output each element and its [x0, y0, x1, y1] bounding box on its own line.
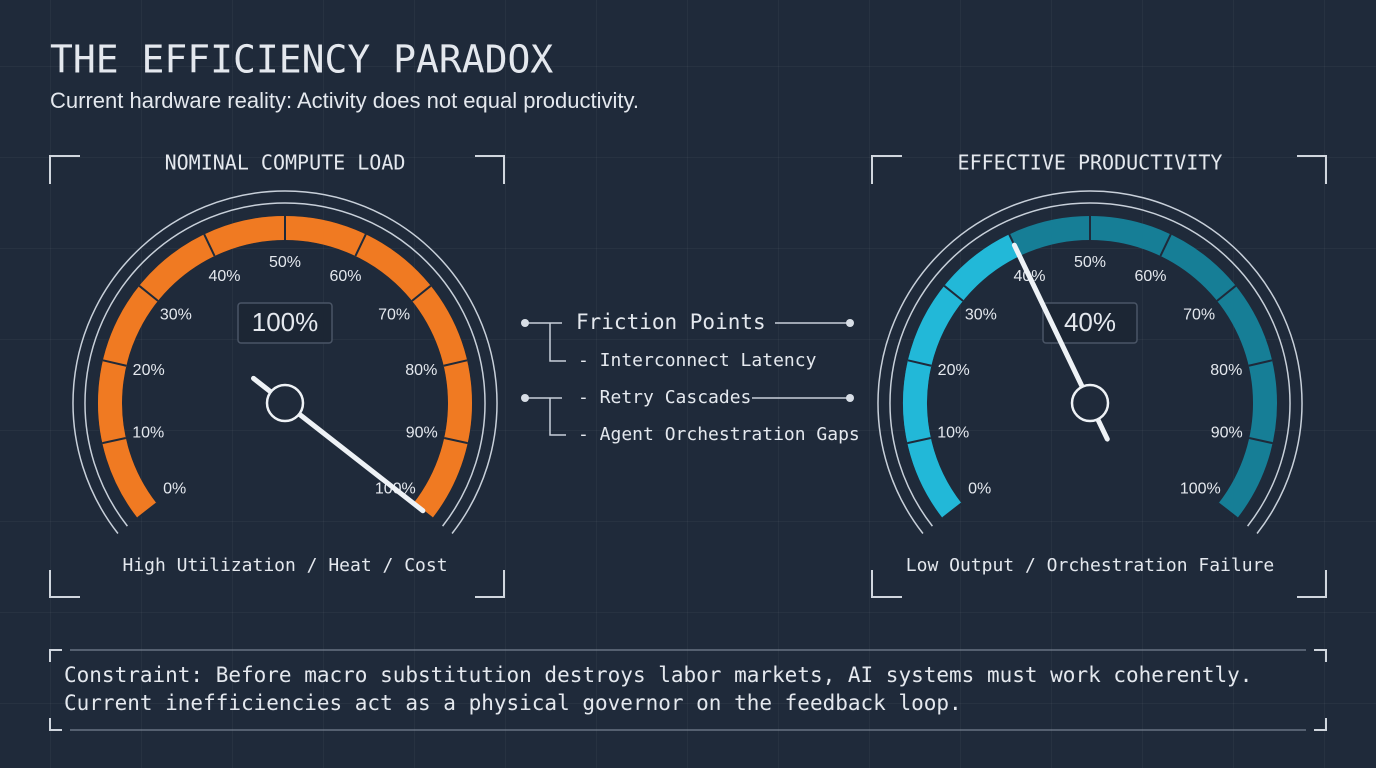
value-label: 40% [1064, 307, 1116, 337]
gauge-title: NOMINAL COMPUTE LOAD [165, 151, 406, 175]
tick-mark [907, 359, 932, 367]
outer-arc [84, 202, 486, 527]
tick-label: 90% [406, 424, 438, 441]
value-box [1042, 302, 1138, 344]
tick-mark [1248, 437, 1273, 445]
title: THE EFFICIENCY PARADOX [50, 38, 553, 82]
tick-mark [1248, 359, 1273, 367]
tick-mark [443, 359, 468, 367]
friction-item: - Interconnect Latency [578, 350, 817, 371]
needle-hub [265, 383, 305, 423]
tick-label: 40% [208, 268, 240, 285]
tick-label: 50% [269, 254, 301, 271]
frame [871, 155, 1327, 598]
constraint-line: Current inefficiencies act as a physical… [64, 691, 962, 715]
tick-label: 0% [968, 480, 991, 497]
tick-label: 70% [1183, 306, 1215, 323]
tick-mark [411, 285, 432, 302]
friction-item: - Agent Orchestration Gaps [578, 424, 860, 445]
tick-mark [102, 437, 127, 445]
friction-connectors [525, 322, 850, 436]
tick-label: 30% [160, 306, 192, 323]
tick-mark [1216, 285, 1237, 302]
tick-label: 60% [1134, 268, 1166, 285]
tick-mark [443, 437, 468, 445]
value-box [237, 302, 333, 344]
tick-label: 20% [133, 362, 165, 379]
tick-mark [1217, 502, 1238, 519]
tick-mark [102, 359, 127, 367]
friction-dots [521, 319, 854, 402]
gauge-caption: High Utilization / Heat / Cost [122, 555, 447, 576]
tick-mark [907, 437, 932, 445]
subtitle: Current hardware reality: Activity does … [50, 88, 639, 113]
tick-label: 10% [937, 424, 969, 441]
gauge-caption: Low Output / Orchestration Failure [906, 555, 1274, 576]
tick-mark [137, 502, 158, 519]
friction-title: Friction Points [576, 310, 766, 334]
tick-mark [1159, 233, 1172, 257]
tick-label: 100% [1180, 480, 1221, 497]
tick-label: 30% [965, 306, 997, 323]
constraint-line: Constraint: Before macro substitution de… [64, 663, 1252, 687]
tick-mark [943, 285, 964, 302]
frame [49, 155, 505, 598]
tick-label: 90% [1211, 424, 1243, 441]
tick-label: 10% [132, 424, 164, 441]
tick-label: 80% [405, 362, 437, 379]
gauge-title: EFFECTIVE PRODUCTIVITY [958, 151, 1223, 175]
tick-label: 80% [1210, 362, 1242, 379]
friction-item: - Retry Cascades [578, 387, 751, 408]
outer-arc [72, 190, 498, 534]
tick-label: 50% [1074, 254, 1106, 271]
constraint-frame [70, 649, 1306, 731]
constraint-frame [49, 649, 1327, 731]
tick-label: 60% [329, 268, 361, 285]
tick-mark [203, 233, 216, 257]
tick-mark [354, 233, 367, 257]
tick-label: 70% [378, 306, 410, 323]
outer-arc [877, 190, 1303, 534]
tick-mark [138, 285, 159, 302]
needle-hub [1070, 383, 1110, 423]
tick-label: 20% [938, 362, 970, 379]
tick-label: 0% [163, 480, 186, 497]
tick-mark [942, 502, 963, 519]
outer-arc [889, 202, 1291, 527]
value-label: 100% [252, 307, 319, 337]
